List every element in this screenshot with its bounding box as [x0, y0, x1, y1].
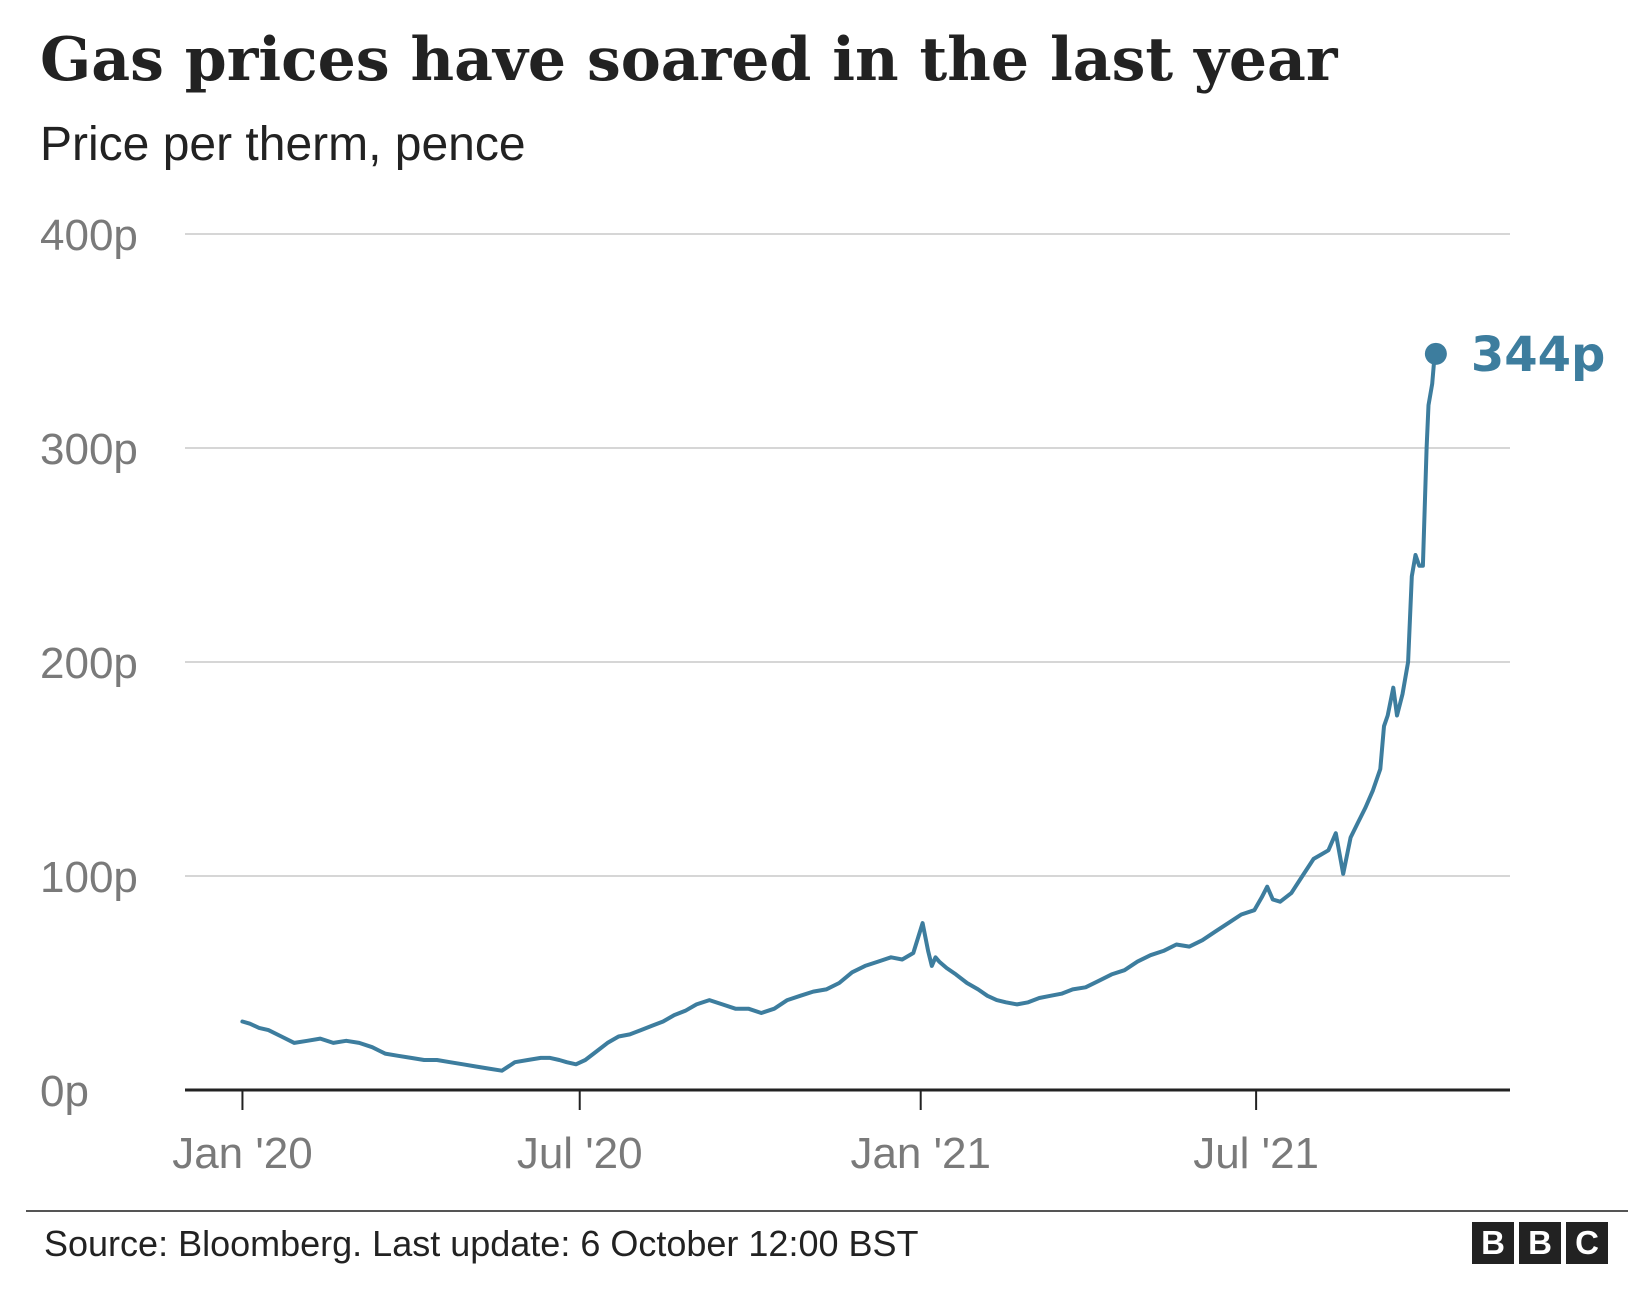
- gridlines: [185, 233, 1510, 877]
- chart-subtitle: Price per therm, pence: [40, 118, 526, 171]
- x-tick-label: Jan '21: [850, 1129, 991, 1178]
- line-chart: 0p 100p 200p 300p 400p Jan '20 Jul '20 Jan '21…: [40, 211, 1606, 1178]
- bbc-logo: B B C: [1472, 1222, 1608, 1264]
- y-tick-label: 200p: [40, 639, 138, 688]
- footer-divider: [26, 1210, 1628, 1212]
- end-value-label: 344p: [1471, 327, 1606, 383]
- x-tick-label: Jul '20: [517, 1129, 643, 1178]
- x-tick-label: Jan '20: [172, 1129, 313, 1178]
- series-layer: [240, 342, 1447, 1073]
- logo-letter: B: [1519, 1222, 1561, 1264]
- x-tick-label: Jul '21: [1193, 1129, 1319, 1178]
- end-point-marker: [1424, 342, 1447, 365]
- end-label-layer: 344p: [1471, 327, 1606, 383]
- y-tick-label: 400p: [40, 211, 138, 260]
- logo-letter: B: [1472, 1222, 1514, 1264]
- chart-title: Gas prices have soared in the last year: [40, 25, 1338, 95]
- series-line: [240, 351, 1438, 1073]
- y-tick-label: 300p: [40, 425, 138, 474]
- source-note: Source: Bloomberg. Last update: 6 Octobe…: [44, 1223, 919, 1264]
- logo-letter: C: [1566, 1222, 1608, 1264]
- x-axis: Jan '20 Jul '20 Jan '21 Jul '21: [172, 1088, 1510, 1178]
- y-tick-label: 0p: [40, 1067, 89, 1116]
- y-tick-label: 100p: [40, 853, 138, 902]
- y-axis-tick-labels: 0p 100p 200p 300p 400p: [40, 211, 138, 1116]
